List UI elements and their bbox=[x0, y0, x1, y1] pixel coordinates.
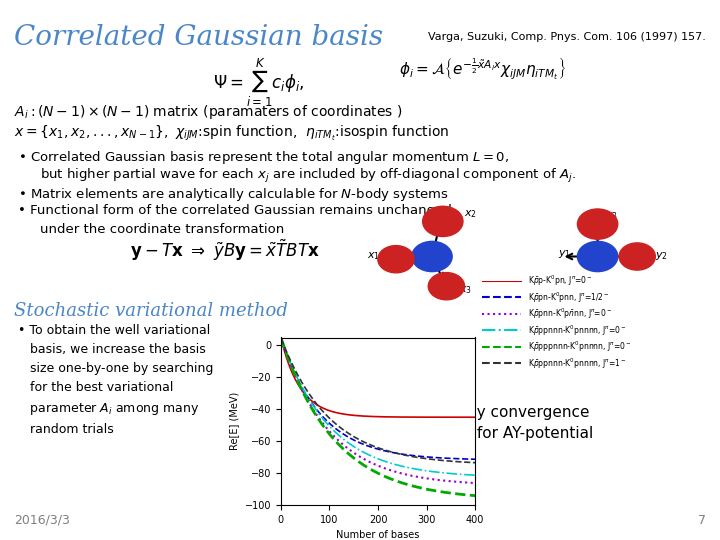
Text: $x_1$: $x_1$ bbox=[367, 251, 380, 262]
Circle shape bbox=[577, 241, 618, 272]
Text: • Functional form of the correlated Gaussian remains unchanged: • Functional form of the correlated Gaus… bbox=[18, 204, 452, 217]
Circle shape bbox=[412, 241, 452, 272]
Text: Stochastic variational method: Stochastic variational method bbox=[14, 302, 288, 320]
Text: K$\bar{p}$ppnnn-K$^0$pnnnn, J$^\pi$=0$^-$: K$\bar{p}$ppnnn-K$^0$pnnnn, J$^\pi$=0$^-… bbox=[528, 323, 626, 338]
Text: 2016/3/3: 2016/3/3 bbox=[14, 514, 71, 526]
Text: • Correlated Gaussian basis represent the total angular momentum $L=0$,: • Correlated Gaussian basis represent th… bbox=[18, 148, 509, 165]
Text: K$\bar{p}$pppnnn-K$^0$pnnnn, J$^\pi$=0$^-$: K$\bar{p}$pppnnn-K$^0$pnnnn, J$^\pi$=0$^… bbox=[528, 340, 631, 354]
Text: but higher partial wave for each $x_j$ are included by off-diagonal component of: but higher partial wave for each $x_j$ a… bbox=[40, 167, 575, 185]
Text: Correlated Gaussian basis: Correlated Gaussian basis bbox=[14, 24, 384, 51]
Y-axis label: Re[E] (MeV): Re[E] (MeV) bbox=[229, 392, 239, 450]
Text: $x=\{x_1,x_2,...,x_{N-1}\},\ \chi_{iJM}$:spin function,  $\eta_{iTM_t}$:isospin : $x=\{x_1,x_2,...,x_{N-1}\},\ \chi_{iJM}$… bbox=[14, 124, 450, 144]
Text: Energy convergence
curve for AY-potential: Energy convergence curve for AY-potentia… bbox=[429, 405, 593, 441]
Text: $\phi_i = \mathcal{A}\left\{e^{-\frac{1}{2}\tilde{x}A_ix}\chi_{iJM}\eta_{iT M_t}: $\phi_i = \mathcal{A}\left\{e^{-\frac{1}… bbox=[399, 57, 566, 82]
Text: Varga, Suzuki, Comp. Pnys. Com. 106 (1997) 157.: Varga, Suzuki, Comp. Pnys. Com. 106 (199… bbox=[428, 32, 706, 43]
Text: • Matrix elements are analytically calculable for $N$-body systems: • Matrix elements are analytically calcu… bbox=[18, 186, 449, 203]
Circle shape bbox=[428, 273, 464, 300]
Circle shape bbox=[378, 246, 414, 273]
Text: 7: 7 bbox=[698, 514, 706, 526]
Text: $A_i:(N-1)\times(N-1)$ matrix (paramaters of coordinates ): $A_i:(N-1)\times(N-1)$ matrix (paramater… bbox=[14, 103, 403, 120]
Text: • To obtain the well variational
   basis, we increase the basis
   size one-by-: • To obtain the well variational basis, … bbox=[18, 324, 213, 436]
Text: $y_2$: $y_2$ bbox=[655, 251, 668, 262]
Text: K$\bar{p}$ppnnn-K$^0$pnnnn, J$^\pi$=1$^-$: K$\bar{p}$ppnnn-K$^0$pnnnn, J$^\pi$=1$^-… bbox=[528, 356, 626, 370]
Text: K$\bar{p}$pnn-K$^0$p$\bar{n}$nn, J$^\pi$=0$^-$: K$\bar{p}$pnn-K$^0$p$\bar{n}$nn, J$^\pi$… bbox=[528, 307, 612, 321]
Text: $x_2$: $x_2$ bbox=[464, 208, 477, 220]
Text: $\Psi = \sum_{i=1}^{K} c_i\phi_i,$: $\Psi = \sum_{i=1}^{K} c_i\phi_i,$ bbox=[213, 57, 305, 109]
Text: $y_3$: $y_3$ bbox=[605, 210, 618, 222]
X-axis label: Number of bases: Number of bases bbox=[336, 530, 420, 540]
Circle shape bbox=[577, 209, 618, 239]
Text: K$\bar{p}$p-K$^0$pn, J$^\pi$=0$^-$: K$\bar{p}$p-K$^0$pn, J$^\pi$=0$^-$ bbox=[528, 274, 593, 288]
Circle shape bbox=[423, 206, 463, 237]
Text: K$\bar{p}$pn-K$^0$pnn, J$^\pi$=1/2$^-$: K$\bar{p}$pn-K$^0$pnn, J$^\pi$=1/2$^-$ bbox=[528, 290, 609, 305]
Text: under the coordinate transformation: under the coordinate transformation bbox=[40, 223, 284, 236]
Text: $\mathbf{y} - T\mathbf{x}\ \Rightarrow\ \tilde{y}B\mathbf{y} = \tilde{x}\tilde{T: $\mathbf{y} - T\mathbf{x}\ \Rightarrow\ … bbox=[130, 238, 320, 263]
Text: $y_1$: $y_1$ bbox=[558, 248, 571, 260]
Circle shape bbox=[619, 243, 655, 270]
Text: $x_3$: $x_3$ bbox=[459, 284, 472, 296]
